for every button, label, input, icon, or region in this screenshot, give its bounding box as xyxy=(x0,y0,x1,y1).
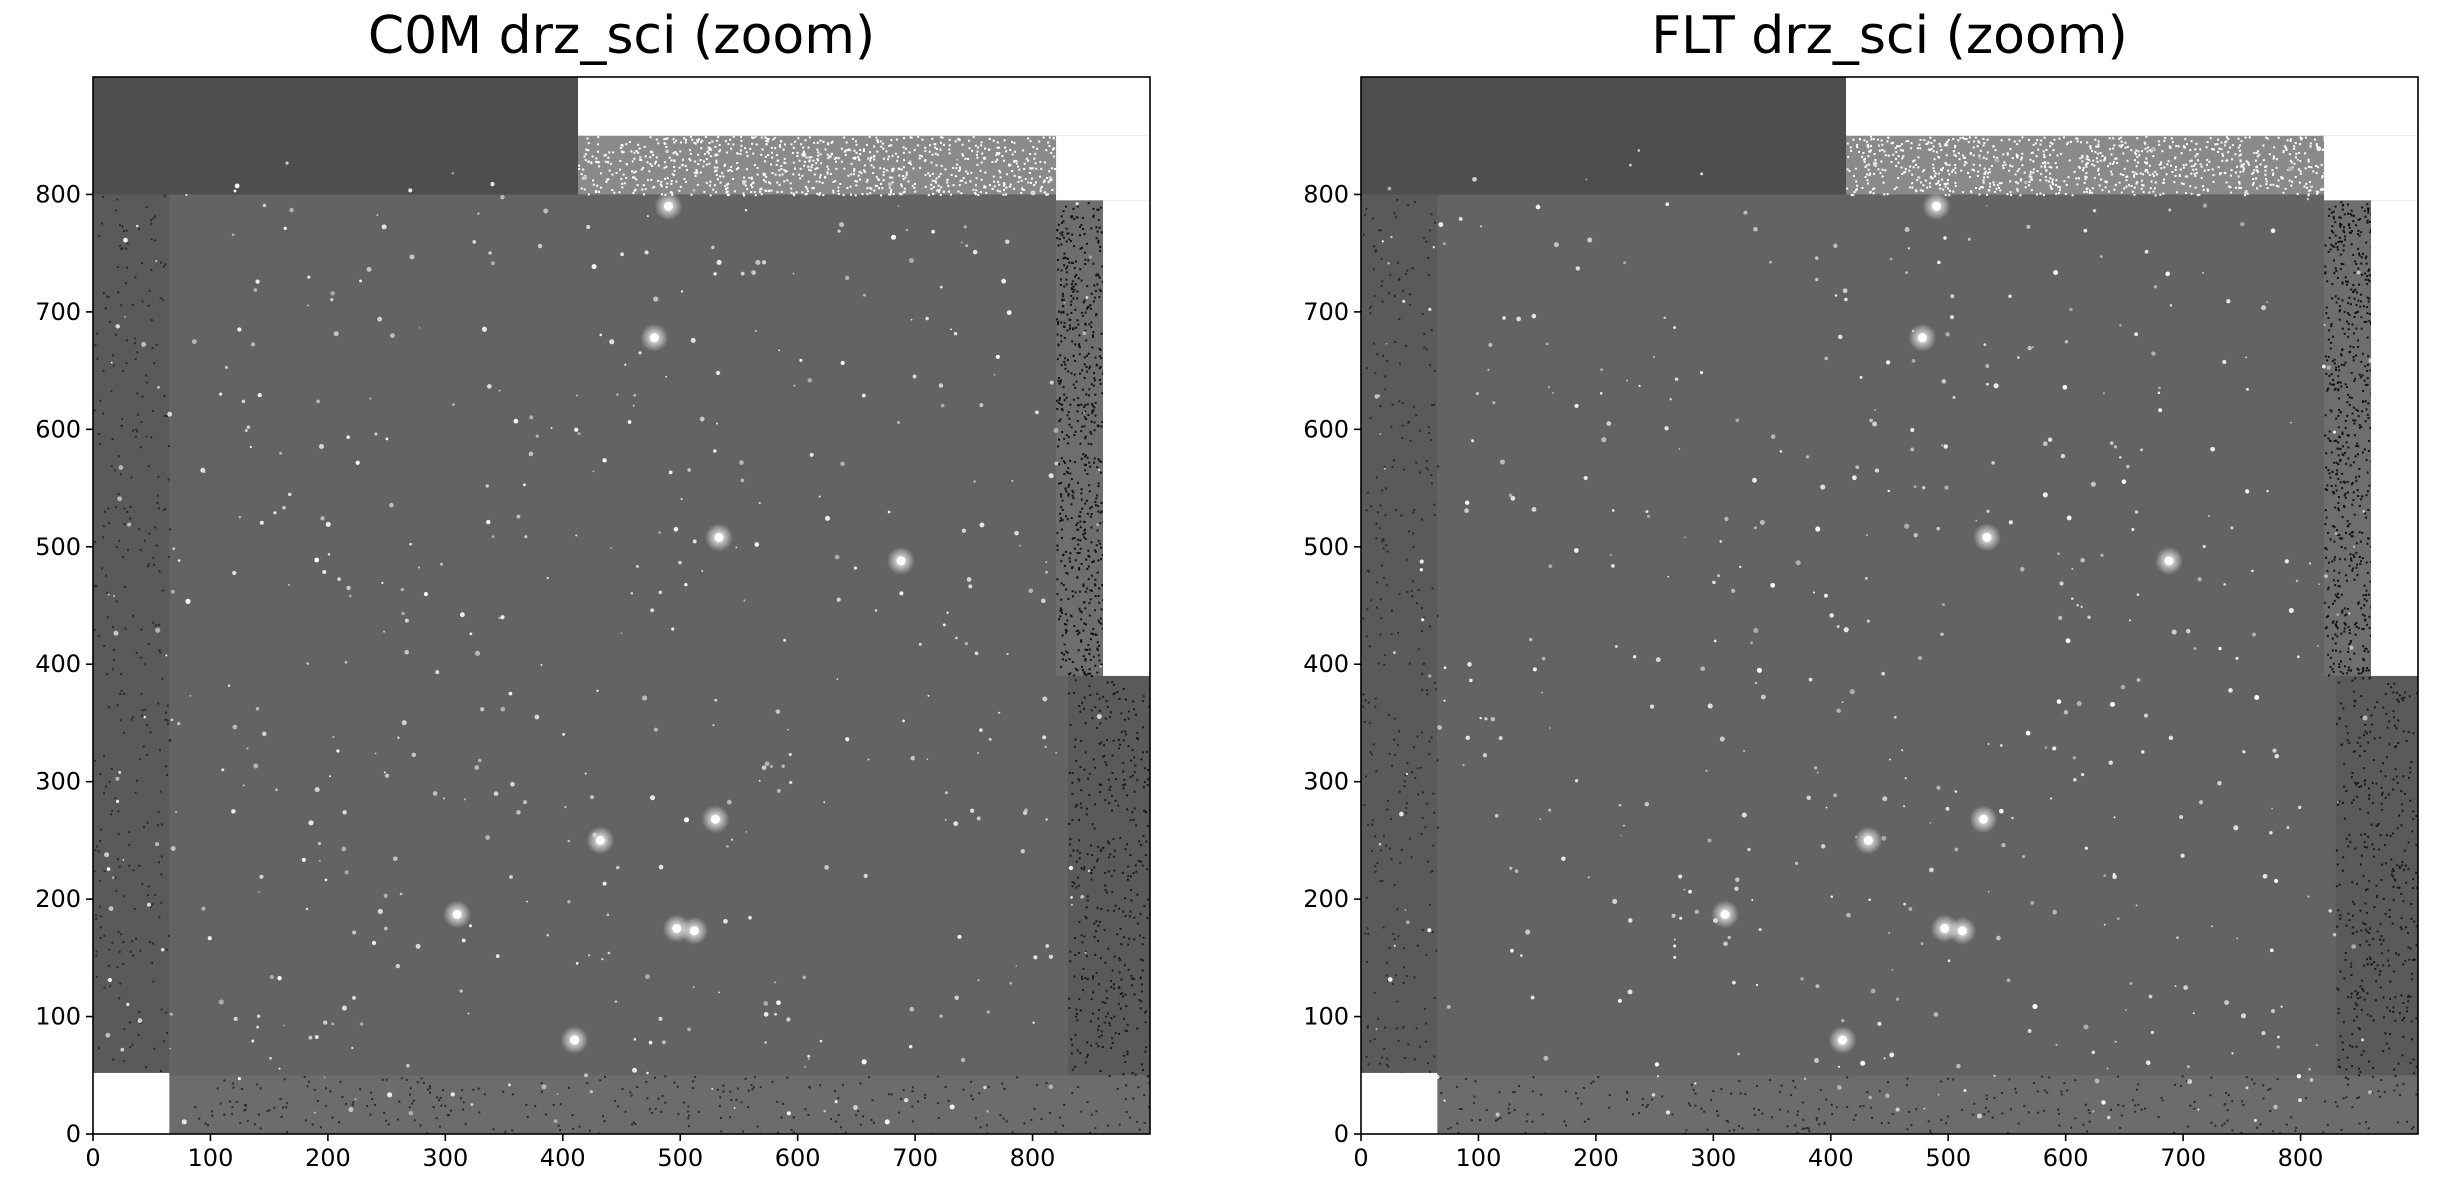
y-tick-label: 600 xyxy=(1303,415,1349,443)
bright-source xyxy=(1863,835,1873,845)
image-area xyxy=(93,77,1150,1134)
y-tick-label: 500 xyxy=(35,533,81,561)
empty-region xyxy=(2324,135,2418,201)
bright-source xyxy=(689,926,699,936)
empty-region xyxy=(1361,1072,1438,1134)
x-tick-label: 800 xyxy=(1010,1144,1056,1172)
x-tick-label: 300 xyxy=(422,1144,468,1172)
bright-source xyxy=(1982,532,1992,542)
x-tick-label: 200 xyxy=(305,1144,351,1172)
bright-source xyxy=(2164,556,2174,566)
edge-region xyxy=(1361,194,1438,1073)
chart-title: C0M drz_sci (zoom) xyxy=(367,6,876,66)
bright-source xyxy=(1957,926,1967,936)
star-field xyxy=(1374,146,2374,1122)
x-tick-label: 0 xyxy=(85,1144,100,1172)
x-tick-label: 700 xyxy=(2160,1144,2206,1172)
empty-region xyxy=(93,1072,170,1134)
chart-plot: 0 100 200 300 400 500 600 700 800 0 100 200 300 400 50… xyxy=(1303,76,2419,1172)
edge-region xyxy=(1067,675,1150,1076)
bright-source xyxy=(1931,201,1941,211)
y-tick-label: 700 xyxy=(1303,298,1349,326)
image-background xyxy=(93,77,1150,1134)
x-tick-label: 800 xyxy=(2278,1144,2324,1172)
y-tick-label: 400 xyxy=(1303,650,1349,678)
axes-frame xyxy=(92,76,1151,1135)
y-tick-label: 800 xyxy=(35,180,81,208)
bright-source xyxy=(1720,909,1730,919)
y-tick-label: 300 xyxy=(35,768,81,796)
empty-region xyxy=(2371,200,2418,676)
x-tick-label: 300 xyxy=(1690,1144,1736,1172)
edge-region xyxy=(1437,1075,2418,1134)
y-tick-label: 800 xyxy=(1303,180,1349,208)
axes-frame xyxy=(1360,76,2419,1135)
bright-source xyxy=(710,814,720,824)
edge-region xyxy=(169,1075,1150,1134)
edge-region xyxy=(93,77,579,195)
bright-source xyxy=(1917,333,1927,343)
empty-region xyxy=(1103,200,1150,676)
x-tick-label: 600 xyxy=(2043,1144,2089,1172)
right-panel: FLT drz_sci (zoom) 0 100 200 300 400 500 600 70… xyxy=(1268,0,2437,1202)
bright-source xyxy=(570,1035,580,1045)
y-tick-label: 200 xyxy=(1303,885,1349,913)
empty-region xyxy=(1846,77,2418,136)
image-area xyxy=(1361,77,2418,1134)
y-tick-label: 100 xyxy=(1303,1003,1349,1031)
edge-region xyxy=(1361,77,1847,195)
y-tick-label: 400 xyxy=(35,650,81,678)
bright-source xyxy=(595,835,605,845)
x-tick-label: 500 xyxy=(1925,1144,1971,1172)
edge-noise xyxy=(93,135,1150,1134)
x-tick-label: 100 xyxy=(188,1144,234,1172)
edge-region xyxy=(2324,200,2372,676)
empty-region xyxy=(1056,135,1150,201)
y-tick-label: 100 xyxy=(35,1003,81,1031)
left-panel: C0M drz_sci (zoom) 0 100 200 300 400 500 600 70… xyxy=(35,6,1151,1172)
edge-region xyxy=(93,194,170,1073)
bright-source xyxy=(1940,923,1950,933)
bright-source xyxy=(896,556,906,566)
x-tick-label: 600 xyxy=(775,1144,821,1172)
edge-region xyxy=(2335,675,2418,1076)
empty-region xyxy=(578,77,1150,136)
x-tick-label: 400 xyxy=(1808,1144,1854,1172)
edge-region xyxy=(1056,200,1104,676)
y-tick-label: 200 xyxy=(35,885,81,913)
x-tick-label: 500 xyxy=(657,1144,703,1172)
bright-source xyxy=(1978,814,1988,824)
bright-source xyxy=(663,201,673,211)
chart-title: FLT drz_sci (zoom) xyxy=(1651,6,2128,66)
y-tick-label: 0 xyxy=(66,1120,81,1148)
x-tick-label: 700 xyxy=(892,1144,938,1172)
x-tick-label: 400 xyxy=(540,1144,586,1172)
x-tick-label: 200 xyxy=(1573,1144,1619,1172)
bright-source xyxy=(672,923,682,933)
bright-source xyxy=(452,909,462,919)
y-tick-label: 500 xyxy=(1303,533,1349,561)
image-background xyxy=(1361,77,2418,1134)
chart-plot: 0 100 200 300 400 500 600 700 800 0 100 200 300 400 50… xyxy=(35,76,1151,1172)
bright-source xyxy=(714,532,724,542)
star-field xyxy=(104,149,1102,1125)
x-tick-label: 100 xyxy=(1456,1144,1502,1172)
x-tick-label: 0 xyxy=(1353,1144,1368,1172)
y-tick-label: 600 xyxy=(35,415,81,443)
y-tick-label: 300 xyxy=(1303,768,1349,796)
bright-source xyxy=(649,333,659,343)
y-tick-label: 0 xyxy=(1334,1120,1349,1148)
bright-source xyxy=(1838,1035,1848,1045)
y-tick-label: 700 xyxy=(35,298,81,326)
